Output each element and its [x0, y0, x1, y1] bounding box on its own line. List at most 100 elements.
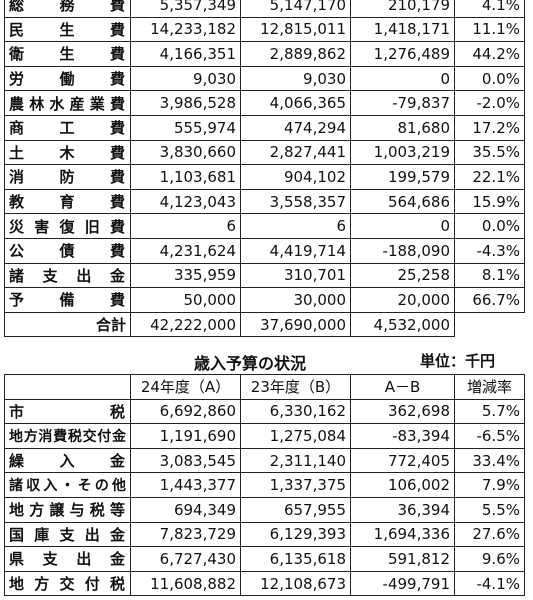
cell-fy24: 694,349 — [130, 496, 241, 523]
unit-label: 単位：千円 — [420, 352, 496, 370]
cell-fy23: 904,102 — [240, 164, 351, 190]
table-row: 総務費 5,357,349 5,147,170 210,179 4.1% — [4, 0, 525, 18]
cell-fy24: 14,233,182 — [130, 16, 241, 43]
cell-rate: 5.7% — [454, 398, 525, 425]
cell-rate: -4.1% — [454, 570, 525, 597]
row-label: 総務費 — [4, 0, 131, 18]
cell-diff: -188,090 — [350, 237, 455, 264]
cell-diff: 362,698 — [350, 398, 455, 425]
cell-rate: 27.6% — [454, 521, 525, 548]
revenue-header-row: 24年度（A） 23年度（B） A－B 増減率 — [4, 374, 525, 400]
row-label: 民生費 — [4, 16, 131, 43]
cell-fy23: 474,294 — [240, 114, 351, 141]
row-label: 公債費 — [4, 237, 131, 264]
row-label: 県支出金 — [4, 546, 131, 572]
table-row: 県支出金 6,727,430 6,135,618 591,812 9.6% — [4, 546, 525, 572]
table-row: 農林水産業費 3,986,528 4,066,365 -79,837 -2.0% — [4, 90, 525, 116]
cell-fy24: 11,608,882 — [130, 570, 241, 597]
row-label: 消防費 — [4, 164, 131, 190]
cell-fy24: 50,000 — [130, 287, 241, 313]
cell-fy24: 3,083,545 — [130, 447, 241, 474]
row-label: 諸収入・その他 — [4, 472, 131, 498]
table-row: 災害復旧費 6 6 0 0.0% — [4, 213, 525, 239]
cell-diff: 0 — [350, 65, 455, 92]
row-label: 国庫支出金 — [4, 521, 131, 548]
cell-fy24: 6 — [130, 213, 241, 239]
cell-rate: 44.2% — [454, 41, 525, 67]
cell-diff: 199,579 — [350, 164, 455, 190]
cell-fy23: 6,330,162 — [240, 398, 351, 425]
revenue-title: 歳入予算の状況 — [194, 354, 307, 373]
cell-diff: -83,394 — [350, 423, 455, 449]
cell-fy23: 9,030 — [240, 65, 351, 92]
cell-fy24: 335,959 — [130, 262, 241, 289]
table-row: 教育費 4,123,043 3,558,357 564,686 15.9% — [4, 188, 525, 215]
header-blank — [4, 374, 131, 400]
cell-fy24: 4,123,043 — [130, 188, 241, 215]
cell-rate: -4.3% — [454, 237, 525, 264]
table-row: 商工費 555,974 474,294 81,680 17.2% — [4, 114, 525, 141]
cell-diff: 25,258 — [350, 262, 455, 289]
cell-rate: 17.2% — [454, 114, 525, 141]
row-label: 市税 — [4, 398, 131, 425]
table-row: 消防費 1,103,681 904,102 199,579 22.1% — [4, 164, 525, 190]
cell-fy24: 6,727,430 — [130, 546, 241, 572]
cell-fy23: 657,955 — [240, 496, 351, 523]
row-label: 諸支出金 — [4, 262, 131, 289]
row-label: 地方譲与税等 — [4, 496, 131, 523]
table-row: 国庫支出金 7,823,729 6,129,393 1,694,336 27.6% — [4, 521, 525, 548]
table-row: 土木費 3,830,660 2,827,441 1,003,219 35.5% — [4, 139, 525, 166]
row-label: 地方交付税 — [4, 570, 131, 597]
cell-fy23: 2,827,441 — [240, 139, 351, 166]
header-fy24: 24年度（A） — [130, 374, 241, 400]
cell-fy23: 12,815,011 — [240, 16, 351, 43]
total-fy24: 42,222,000 — [130, 311, 241, 338]
cell-fy24: 4,166,351 — [130, 41, 241, 67]
cell-diff: 772,405 — [350, 447, 455, 474]
cell-fy24: 3,986,528 — [130, 90, 241, 116]
cell-fy23: 3,558,357 — [240, 188, 351, 215]
cell-rate: 4.1% — [454, 0, 525, 18]
table-row: 労働費 9,030 9,030 0 0.0% — [4, 65, 525, 92]
cell-fy23: 6,135,618 — [240, 546, 351, 572]
table-row: 公債費 4,231,624 4,419,714 -188,090 -4.3% — [4, 237, 525, 264]
cell-fy23: 2,889,862 — [240, 41, 351, 67]
row-label: 予備費 — [4, 287, 131, 313]
row-label: 教育費 — [4, 188, 131, 215]
cell-diff: 1,003,219 — [350, 139, 455, 166]
row-label: 災害復旧費 — [4, 213, 131, 239]
cell-fy24: 7,823,729 — [130, 521, 241, 548]
cell-rate: 22.1% — [454, 164, 525, 190]
cell-rate: 66.7% — [454, 287, 525, 313]
cell-fy23: 4,066,365 — [240, 90, 351, 116]
cell-diff: 0 — [350, 213, 455, 239]
cell-fy24: 6,692,860 — [130, 398, 241, 425]
expenditure-table: 総務費 5,357,349 5,147,170 210,179 4.1% 民生費 14,23… — [4, 0, 525, 338]
table-row: 諸収入・その他 1,443,377 1,337,375 106,002 7.9% — [4, 472, 525, 498]
table-row: 地方消費税交付金 1,191,690 1,275,084 -83,394 -6.5% — [4, 423, 525, 449]
row-label: 農林水産業費 — [4, 90, 131, 116]
cell-fy23: 6,129,393 — [240, 521, 351, 548]
cell-fy23: 4,419,714 — [240, 237, 351, 264]
header-rate: 増減率 — [454, 374, 525, 400]
cell-diff: -499,791 — [350, 570, 455, 597]
cell-fy24: 4,231,624 — [130, 237, 241, 264]
table-row: 繰入金 3,083,545 2,311,140 772,405 33.4% — [4, 447, 525, 474]
table-row: 衛生費 4,166,351 2,889,862 1,276,489 44.2% — [4, 41, 525, 67]
row-label: 衛生費 — [4, 41, 131, 67]
cell-fy23: 310,701 — [240, 262, 351, 289]
cell-fy24: 9,030 — [130, 65, 241, 92]
cell-fy24: 1,443,377 — [130, 472, 241, 498]
total-fy23: 37,690,000 — [240, 311, 351, 338]
table-row: 地方交付税 11,608,882 12,108,673 -499,791 -4.1% — [4, 570, 525, 597]
cell-fy23: 12,108,673 — [240, 570, 351, 597]
cell-rate: 7.9% — [454, 472, 525, 498]
cell-diff: 1,694,336 — [350, 521, 455, 548]
cell-diff: 81,680 — [350, 114, 455, 141]
cell-fy23: 1,337,375 — [240, 472, 351, 498]
cell-diff: -79,837 — [350, 90, 455, 116]
cell-rate: -6.5% — [454, 423, 525, 449]
cell-rate: 33.4% — [454, 447, 525, 474]
cell-fy23: 1,275,084 — [240, 423, 351, 449]
row-label: 土木費 — [4, 139, 131, 166]
